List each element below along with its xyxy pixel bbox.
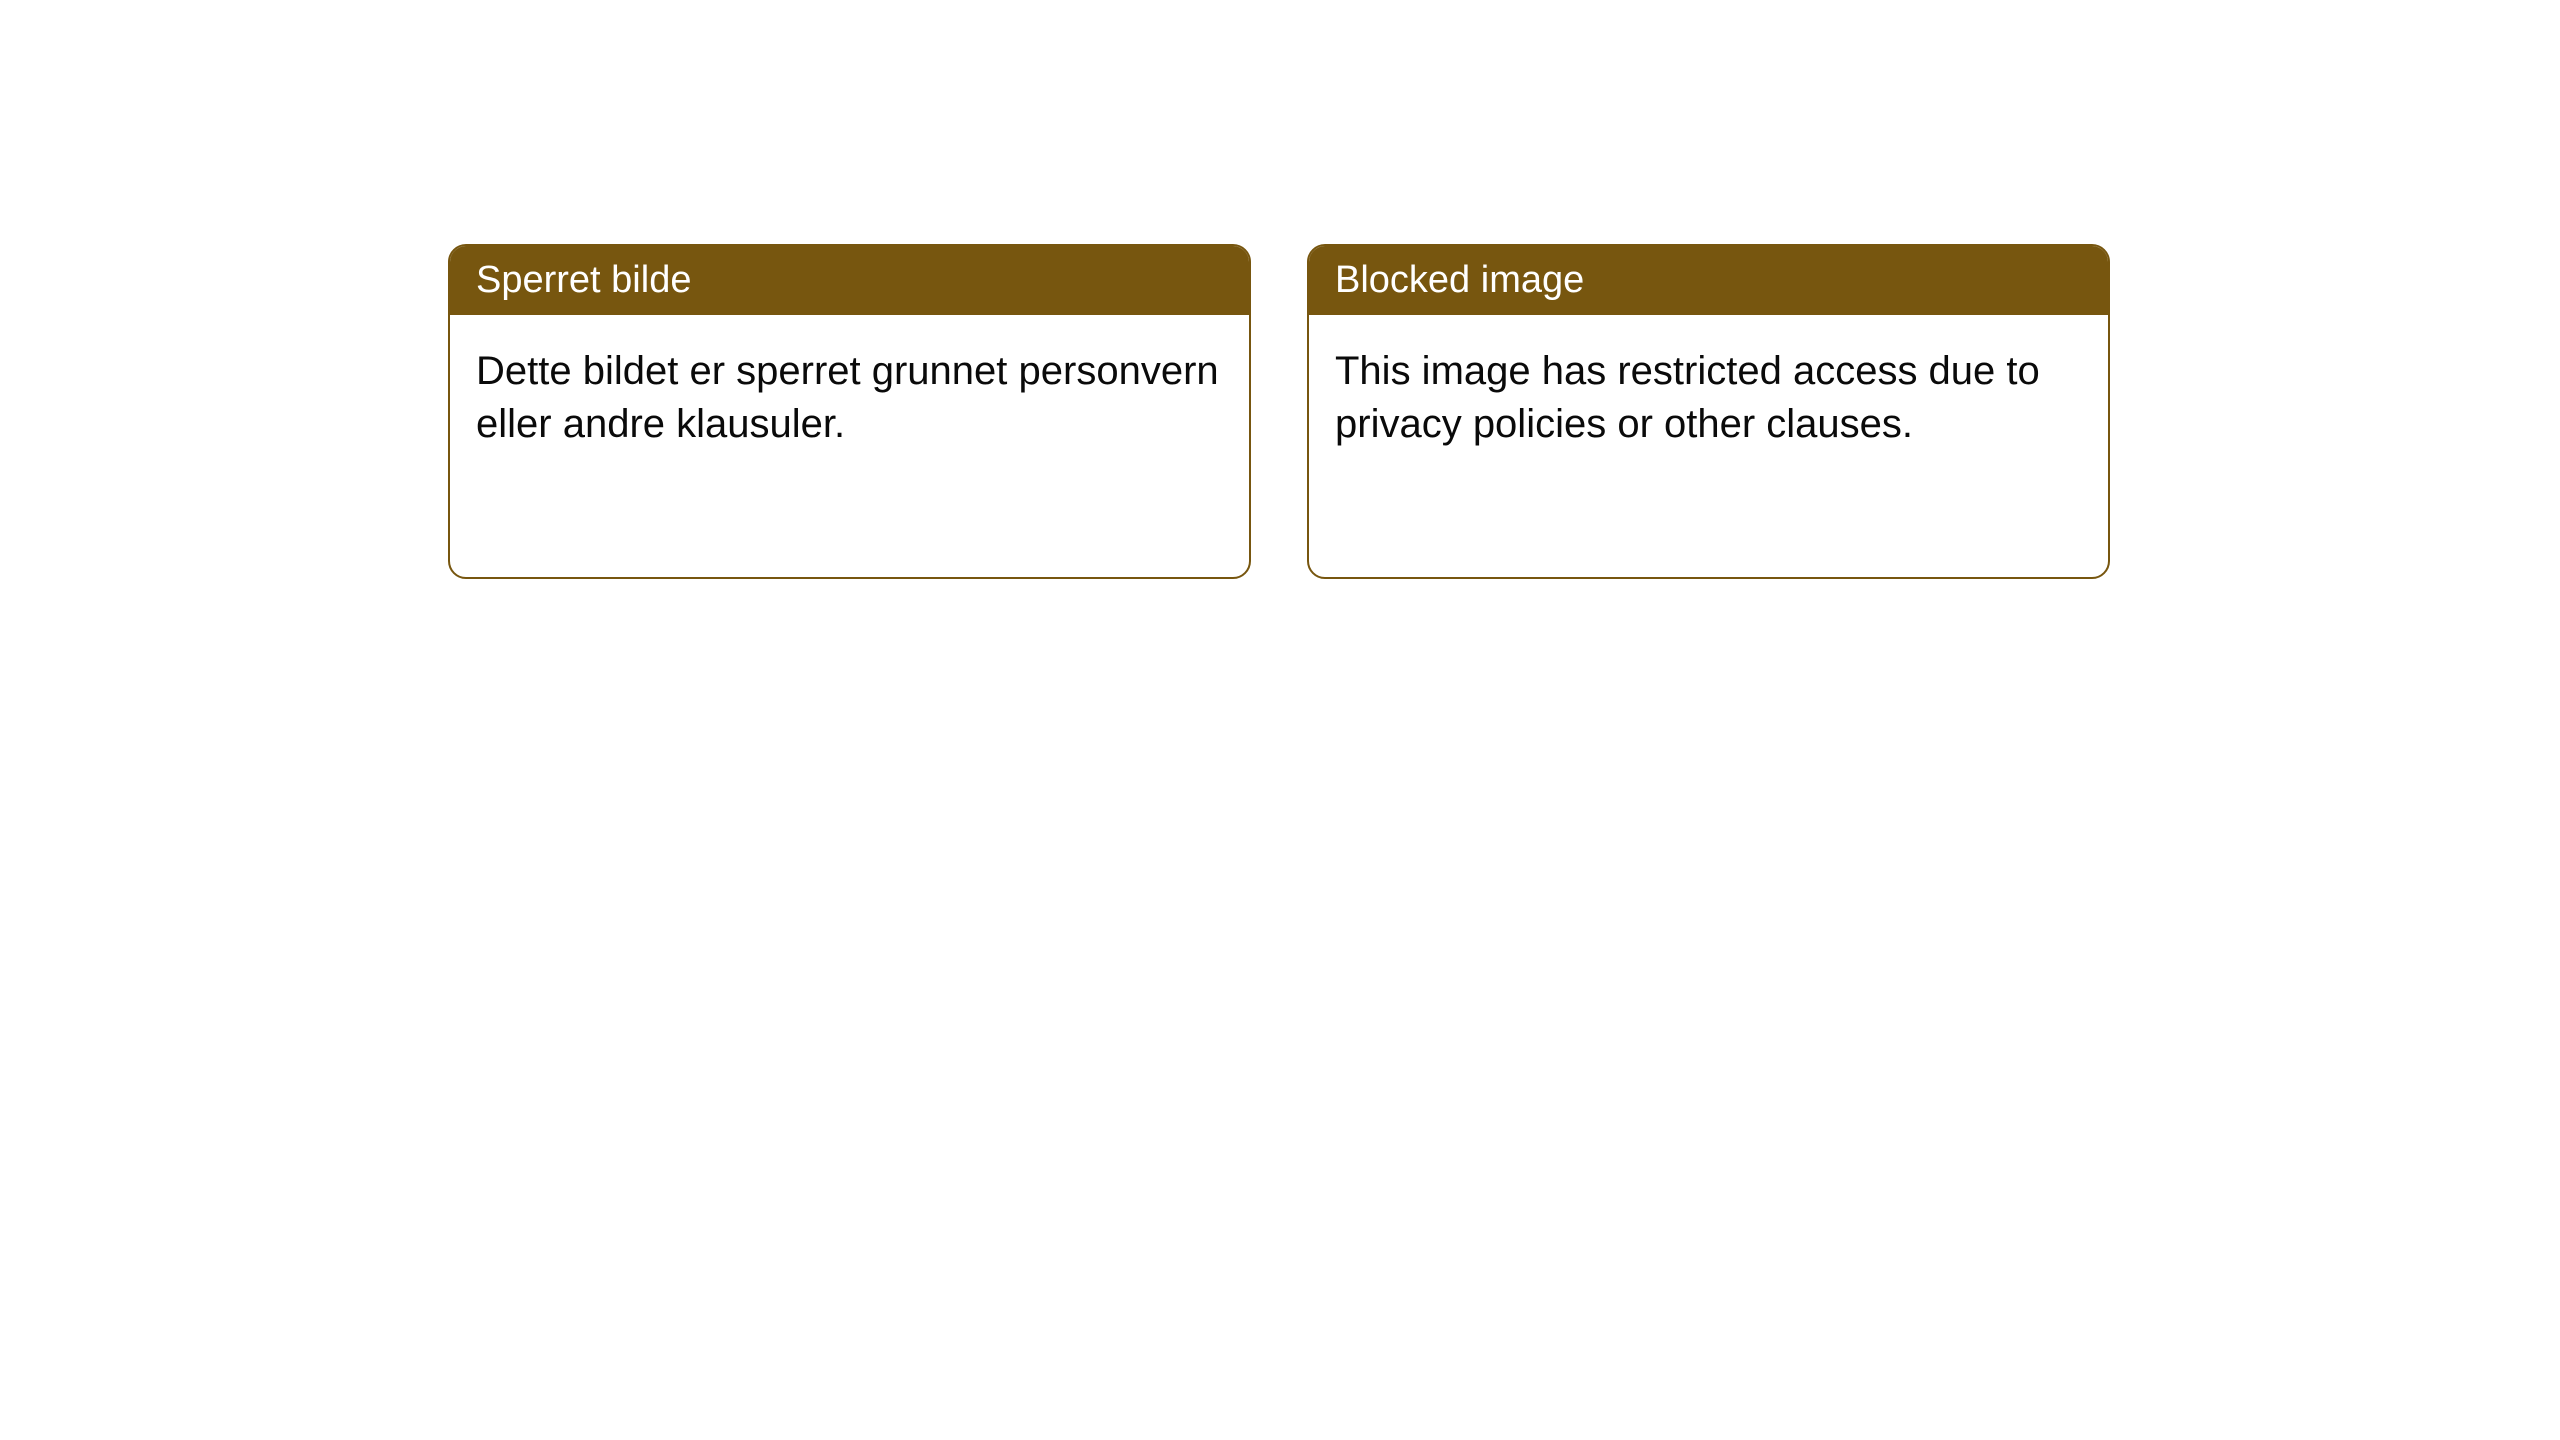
card-header-english: Blocked image: [1309, 246, 2108, 315]
notice-cards-container: Sperret bilde Dette bildet er sperret gr…: [448, 244, 2110, 579]
card-header-norwegian: Sperret bilde: [450, 246, 1249, 315]
card-body-english: This image has restricted access due to …: [1309, 315, 2108, 481]
notice-card-english: Blocked image This image has restricted …: [1307, 244, 2110, 579]
card-body-norwegian: Dette bildet er sperret grunnet personve…: [450, 315, 1249, 481]
notice-card-norwegian: Sperret bilde Dette bildet er sperret gr…: [448, 244, 1251, 579]
